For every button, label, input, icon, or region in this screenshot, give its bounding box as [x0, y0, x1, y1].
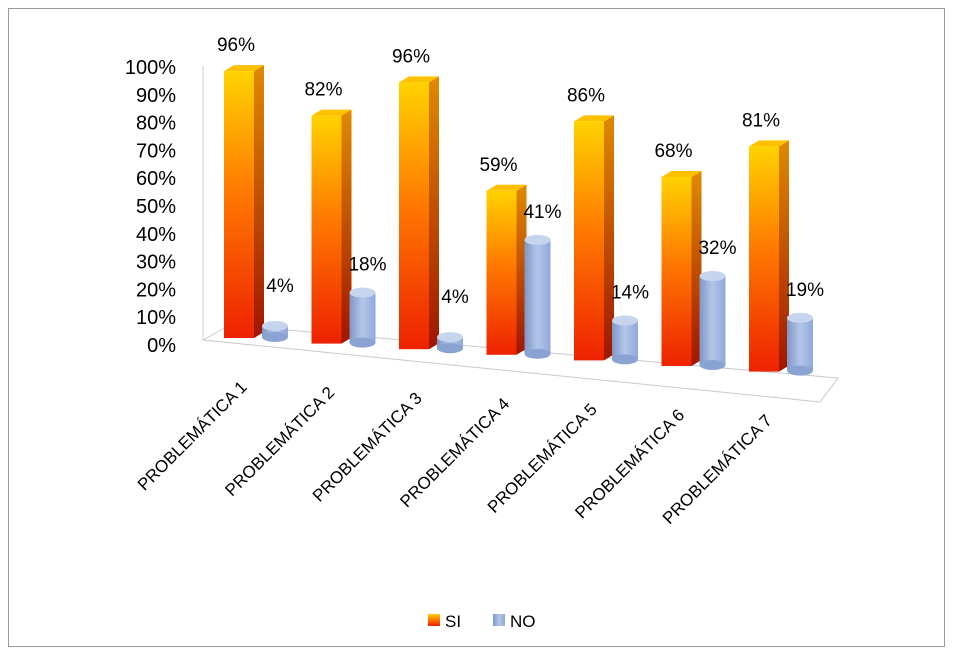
- y-tick-label: 50%: [136, 196, 176, 218]
- bar-side: [341, 109, 352, 344]
- bar-bottom: [612, 354, 638, 365]
- bar-si: 59%: [479, 155, 527, 355]
- bar-front: [574, 121, 604, 361]
- legend-item-no: NO: [493, 612, 536, 631]
- bar-side: [691, 170, 702, 366]
- bar-si: 86%: [567, 85, 614, 361]
- bar-bottom: [787, 365, 813, 376]
- y-axis: 0% 10% 20% 30% 40% 50% 60% 70% 80% 90% 100%: [125, 57, 176, 357]
- bar-front: [661, 176, 692, 366]
- bar-top: [699, 271, 726, 282]
- bar-bottom: [699, 360, 726, 370]
- bar-front: [399, 82, 429, 350]
- data-label: 68%: [654, 141, 692, 162]
- bar-top: [437, 332, 463, 343]
- y-tick-label: 90%: [136, 85, 176, 107]
- bar-body: [524, 239, 551, 354]
- bar-top: [486, 184, 527, 191]
- y-tick-label: 10%: [136, 307, 176, 329]
- bar-top: [661, 170, 702, 177]
- y-tick-label: 80%: [136, 113, 176, 135]
- legend-swatch: [493, 614, 505, 626]
- bar-side: [516, 184, 527, 355]
- bar-body: [612, 320, 638, 360]
- data-label: 18%: [348, 255, 386, 276]
- bar-si: 82%: [304, 80, 352, 344]
- bar-top: [612, 315, 638, 326]
- bars: 96% 4% 82% 18% 96% 4% 59% 41% 86% 14% 68% 32% 81% 19%: [217, 35, 824, 376]
- bar-bottom: [349, 337, 376, 348]
- legend-item-si: SI: [428, 612, 461, 631]
- bar-top: [749, 140, 789, 147]
- y-tick-label: 70%: [136, 140, 176, 162]
- data-label: 4%: [266, 276, 294, 297]
- data-label: 4%: [441, 287, 469, 308]
- data-label: 96%: [217, 35, 255, 56]
- bar-side: [779, 140, 789, 372]
- bar-no: 18%: [348, 255, 387, 348]
- y-tick-label: 0%: [147, 335, 176, 357]
- bar-top: [574, 115, 614, 122]
- bar-no: 4%: [437, 287, 469, 354]
- bar-body: [787, 317, 813, 371]
- bar-bottom: [524, 348, 551, 359]
- legend: SI NO: [428, 612, 536, 631]
- legend-label: SI: [445, 612, 461, 631]
- bar-top: [524, 234, 551, 245]
- bar-body: [262, 325, 288, 337]
- bar-no: 41%: [523, 202, 562, 359]
- bar-front: [749, 146, 779, 372]
- bar-body: [437, 337, 463, 349]
- bar-top: [224, 65, 264, 72]
- bar-si: 68%: [654, 141, 702, 366]
- bar-bottom: [262, 332, 288, 342]
- bar-side: [254, 65, 264, 339]
- bar-front: [224, 71, 254, 339]
- bar-top: [399, 76, 439, 83]
- data-label: 32%: [698, 238, 736, 259]
- bar-no: 4%: [262, 276, 294, 342]
- y-tick-label: 60%: [136, 168, 176, 190]
- data-label: 82%: [304, 80, 342, 101]
- bar-body: [699, 276, 726, 365]
- data-label: 14%: [611, 282, 649, 303]
- y-tick-label: 40%: [136, 224, 176, 246]
- data-label: 96%: [392, 46, 430, 67]
- data-label: 86%: [567, 85, 605, 106]
- data-label: 59%: [479, 155, 517, 176]
- data-label: 41%: [523, 202, 561, 223]
- y-tick-label: 30%: [136, 252, 176, 274]
- y-tick-label: 20%: [136, 279, 176, 301]
- bar-no: 14%: [611, 282, 649, 365]
- data-label: 19%: [786, 280, 824, 301]
- bar-front: [486, 190, 517, 355]
- bar-bottom: [437, 343, 463, 354]
- bar-top: [262, 320, 288, 331]
- data-label: 81%: [742, 110, 780, 131]
- legend-swatch: [428, 614, 440, 626]
- bar-top: [349, 287, 376, 298]
- bar-no: 19%: [786, 280, 824, 376]
- y-tick-label: 100%: [125, 57, 176, 79]
- bar-body: [349, 292, 376, 343]
- bar-no: 32%: [698, 238, 737, 370]
- bar-si: 81%: [742, 110, 789, 372]
- bar-front: [311, 115, 342, 344]
- bar-top: [787, 312, 813, 323]
- bar-si: 96%: [392, 46, 439, 350]
- bar-si: 96%: [217, 35, 264, 339]
- bar-top: [311, 109, 352, 116]
- bar-side: [429, 76, 439, 350]
- bar-side: [604, 115, 614, 361]
- legend-label: NO: [510, 612, 536, 631]
